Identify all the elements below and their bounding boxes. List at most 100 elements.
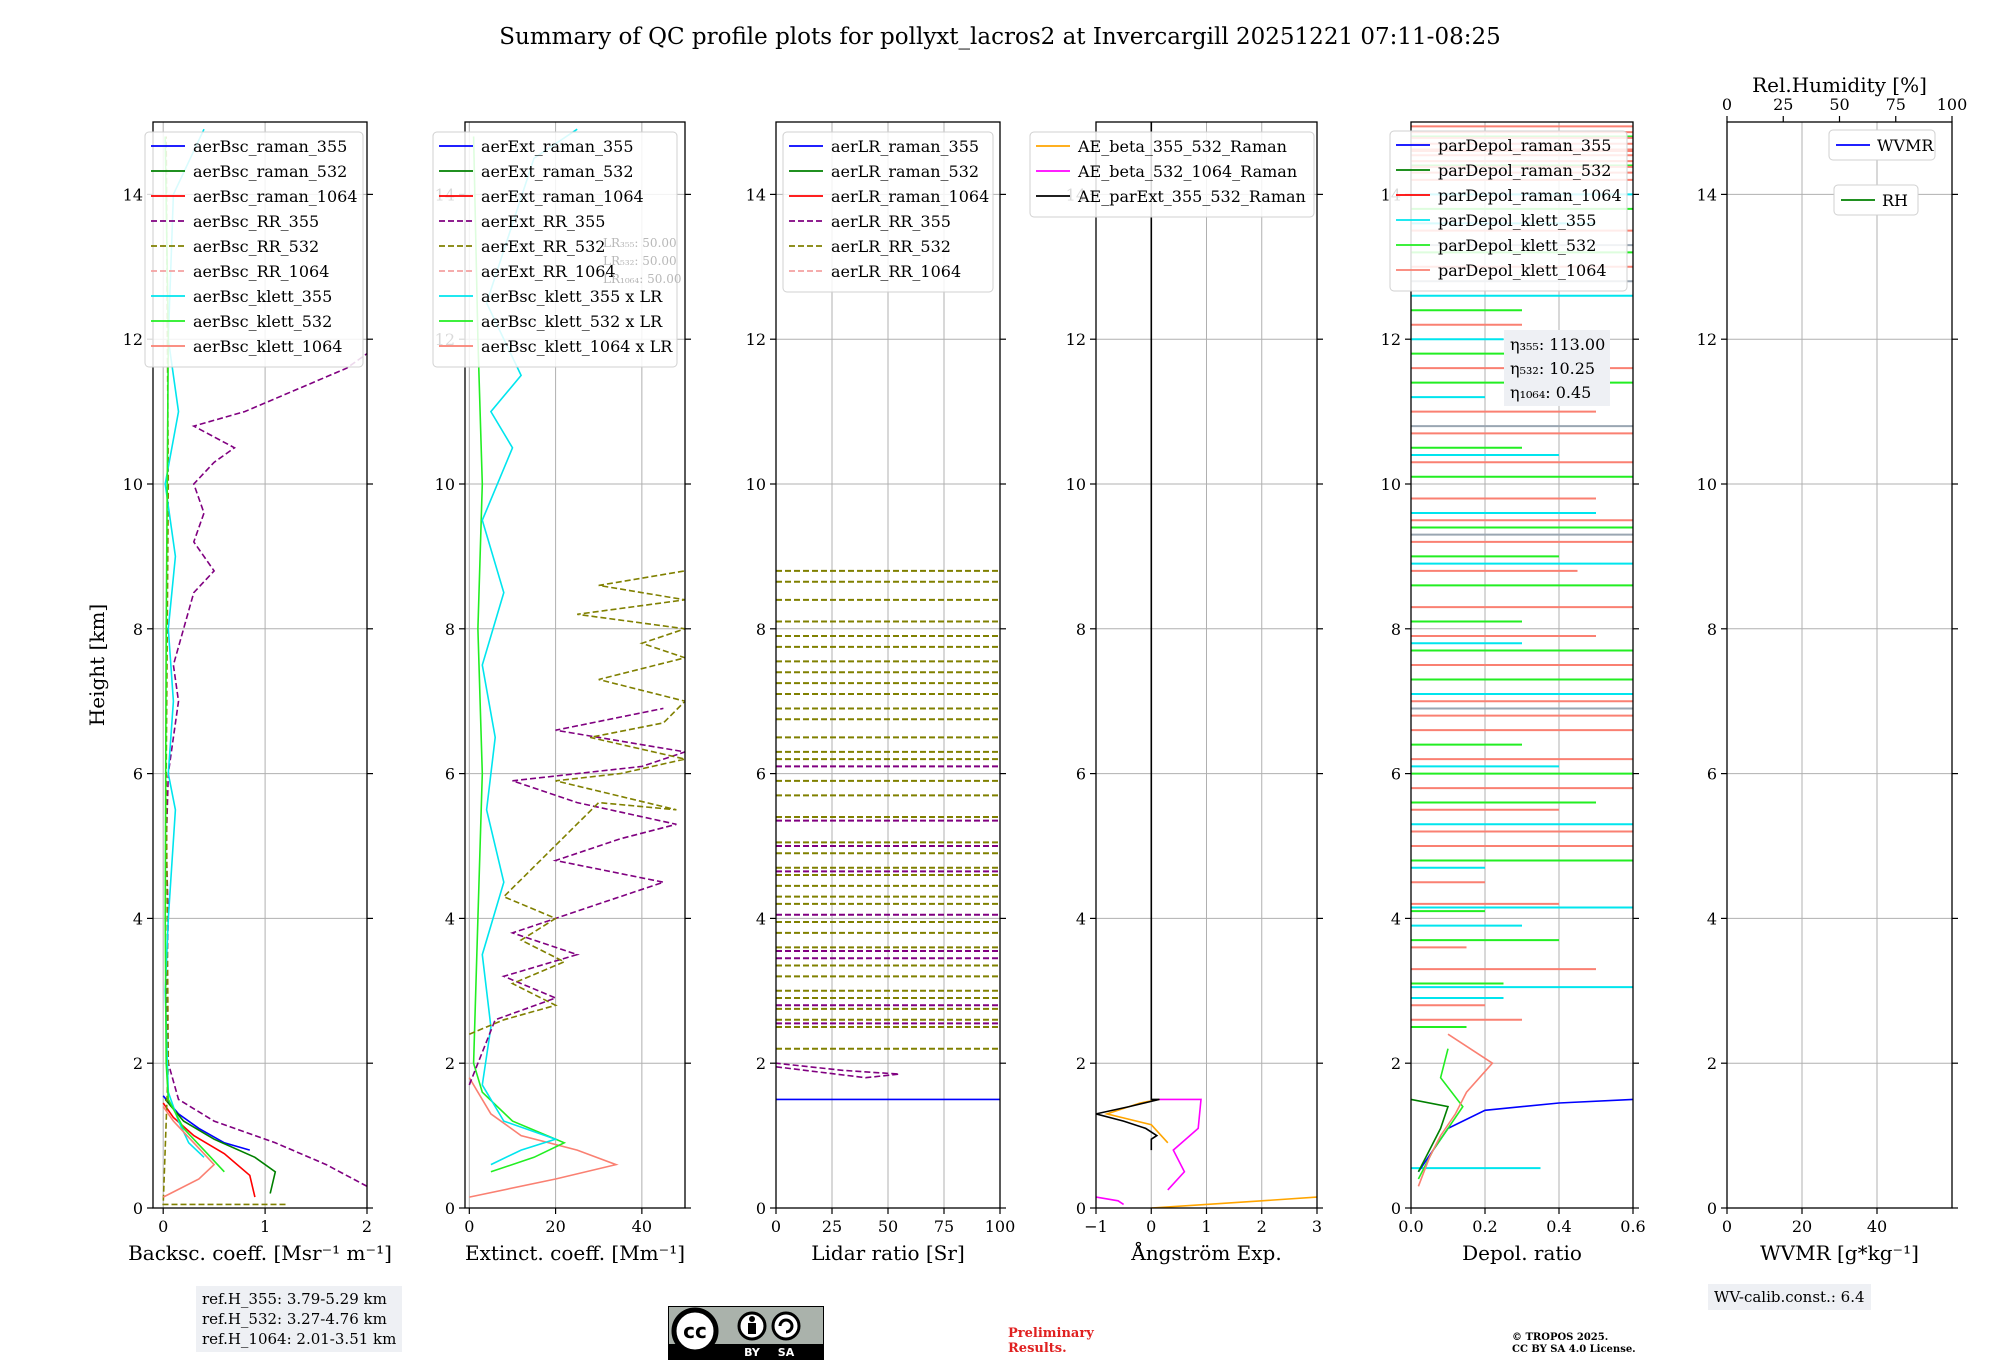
y-tick-label: 10 [435,475,455,494]
legend-entry: AE_parExt_355_532_Raman [1077,187,1306,206]
y-tick-label: 12 [746,330,766,349]
y-tick-label: 10 [123,475,143,494]
panel-ext: 0246810121402040Extinct. coeff. [Mm⁻¹]ae… [432,121,691,1265]
series-AE_beta_532_1064_Raman [1096,1196,1125,1206]
ref-height-box: ref.H_355: 3.79-5.29 km ref.H_532: 3.27-… [196,1286,403,1352]
y-tick-label: 10 [1381,475,1401,494]
x-tick-label: 0.2 [1472,1217,1497,1236]
legend-entry: aerBsc_raman_532 [193,162,347,181]
eta-annotation: η₃₅₅: 113.00 η₅₃₂: 10.25 η₁₀₆₄: 0.45 [1504,330,1610,406]
legend-entry: aerLR_RR_1064 [831,262,961,281]
x-axis-label: Ångström Exp. [1130,1240,1281,1265]
copyright-note: © TROPOS 2025. CC BY SA 4.0 License. [1512,1332,1636,1356]
x2-axis-label: Rel.Humidity [%] [1752,73,1927,97]
x-tick-label: 0 [1146,1217,1156,1236]
series-aerLR_RR_355 [776,1062,900,1079]
x-tick-label: −1 [1084,1217,1108,1236]
y-tick-label: 8 [1707,620,1717,639]
cc-by-sa-logo: cc BY SA [668,1306,824,1360]
y-tick-label: 6 [756,765,766,784]
x-axis-label: Extinct. coeff. [Mm⁻¹] [465,1241,685,1265]
y-tick-label: 10 [746,475,766,494]
series-aerBsc_klett_532 [164,136,225,1173]
y-tick-label: 8 [445,620,455,639]
legend-entry: aerLR_RR_532 [831,237,951,256]
series-AE_beta_355_532_Raman [1151,1196,1317,1208]
y-tick-label: 4 [1707,909,1717,928]
series-parDepol_raman_532 [1411,1098,1450,1173]
data-layer [468,128,685,1198]
y-tick-label: 4 [445,909,455,928]
legend-entry: aerBsc_klett_355 [193,287,332,306]
legend: aerBsc_raman_355 aerBsc_raman_532 aerBsc_r… [144,131,364,368]
eta-box [1504,330,1610,406]
x-tick-label: 25 [822,1217,842,1236]
copyright-line-2: CC BY SA 4.0 License. [1512,1344,1636,1355]
y-tick-label: 6 [133,765,143,784]
legend-entry: aerLR_raman_1064 [831,187,989,206]
y-tick-label: 12 [1381,330,1401,349]
x-axis-label: Lidar ratio [Sr] [811,1241,965,1265]
axes-frame [464,121,686,1209]
cc-logo-by: BY [744,1346,761,1359]
y-tick-label: 8 [756,620,766,639]
wv-calib-box: WV-calib.const.: 6.4 [1708,1284,1871,1310]
legend-entry: aerBsc_klett_532 x LR [481,312,663,331]
legend-entry: parDepol_klett_355 [1438,211,1596,230]
y-tick-label: 2 [1707,1054,1717,1073]
series-AE_beta_532_1064_Raman [1159,1098,1202,1191]
x-tick-label: 0.0 [1398,1217,1423,1236]
legend-entry: AE_beta_355_532_Raman [1077,137,1287,156]
y-tick-label: 10 [1066,475,1086,494]
panel-wv: 0 2 4 6 8 10 12 14 0 20 40 WVMR [g*kg⁻¹] 0 25 50 75 100 R… [1697,73,1968,1265]
series-aerBsc_klett_1064 [162,1106,216,1198]
legend: WVMR RH [1828,129,1936,216]
y-tick-label: 2 [1076,1054,1086,1073]
x-axis-label: Depol. ratio [1462,1241,1582,1265]
y-tick-label: 14 [123,185,143,204]
lidar-ratio-label: LR₅₃₂: 50.00 [603,254,677,268]
legend-entry: parDepol_raman_355 [1438,136,1611,155]
series-aerBsc_klett_532 x LR [472,136,567,1173]
cc-logo-text: cc [683,1319,707,1343]
y-tick-label: 2 [756,1054,766,1073]
y-tick-label: 0 [756,1199,766,1218]
data-layer [776,569,1000,1101]
ref-height-355: ref.H_355: 3.79-5.29 km [202,1290,387,1308]
legend-entry: aerBsc_raman_355 [193,137,347,156]
x-tick-label: 40 [632,1217,652,1236]
y-tick-label: 12 [1697,330,1717,349]
y-tick-label: 10 [1697,475,1717,494]
x2-tick-label: 50 [1829,95,1849,114]
y-tick-label: 4 [1076,909,1086,928]
x-tick-label: 50 [878,1217,898,1236]
x-tick-label: 0.6 [1620,1217,1645,1236]
legend-entry: parDepol_klett_532 [1438,236,1596,255]
ref-height-1064: ref.H_1064: 2.01-3.51 km [202,1330,397,1348]
legend-box-rh [1833,184,1919,216]
legend-entry: aerBsc_klett_1064 [193,337,342,356]
y-axis-label: Height [km] [85,604,109,726]
x-axis-label: Backsc. coeff. [Msr⁻¹ m⁻¹] [128,1241,392,1265]
legend-box [1389,130,1628,292]
legend-entry: aerBsc_RR_532 [193,237,319,256]
legend-entry: aerBsc_raman_1064 [193,187,358,206]
legend: aerExt_raman_355 aerExt_raman_532 aerExt_r… [432,131,678,368]
series-aerBsc_RR_355 [165,353,367,1188]
series-aerBsc_klett_355 [164,128,205,1158]
legend-entry: aerExt_RR_1064 [481,262,616,281]
legend-entry: parDepol_klett_1064 [1438,261,1607,280]
figure-title: Summary of QC profile plots for pollyxt_… [499,24,1501,50]
cc-logo-sa: SA [778,1346,795,1359]
legend-entry: AE_beta_532_1064_Raman [1077,162,1297,181]
x2-tick-label: 25 [1773,95,1793,114]
y-tick-label: 6 [1076,765,1086,784]
x-tick-label: 2 [1257,1217,1267,1236]
axes-frame [1410,121,1634,1209]
series-aerBsc_klett_355 x LR [481,128,578,1166]
y-tick-label: 12 [123,330,143,349]
x2-tick-label: 100 [1937,95,1968,114]
